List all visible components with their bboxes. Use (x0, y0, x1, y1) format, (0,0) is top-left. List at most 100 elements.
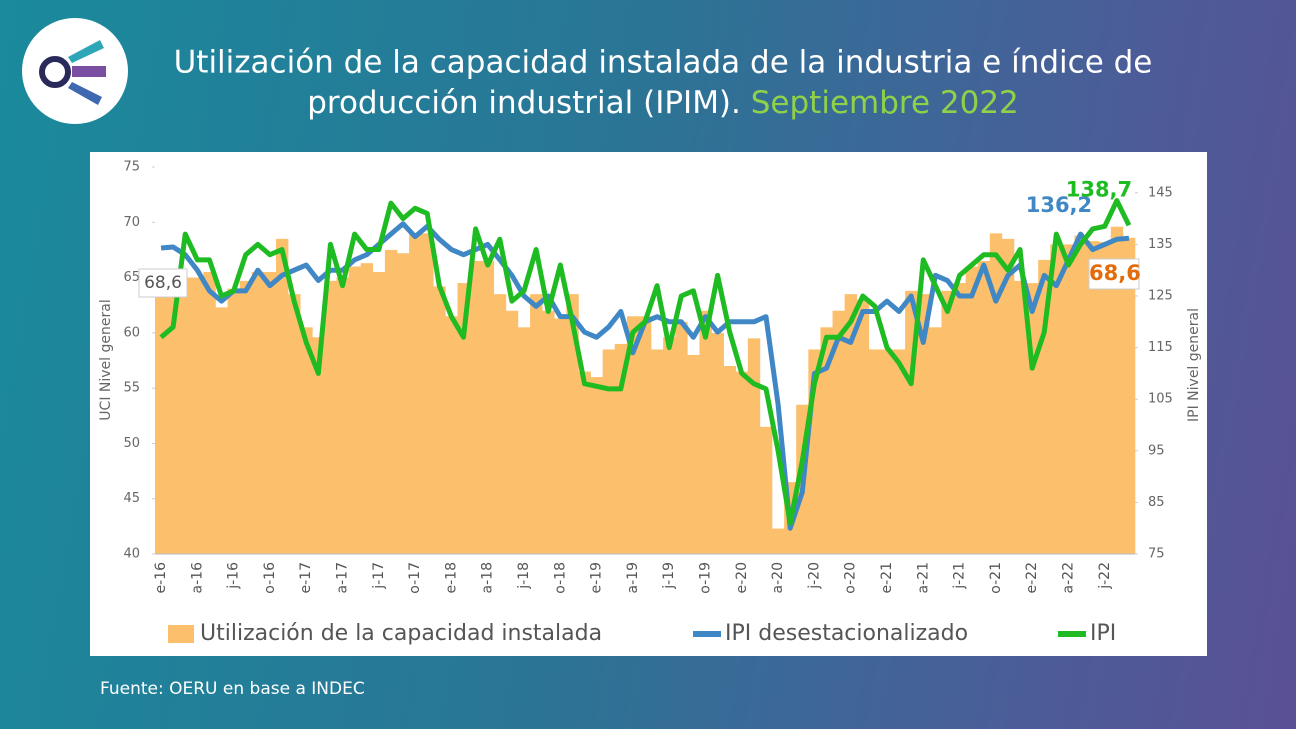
bar (179, 277, 192, 554)
bar (155, 297, 168, 554)
y-tick-label: 75 (123, 160, 140, 175)
bar (1110, 226, 1124, 555)
bar (1122, 237, 1136, 554)
bar (747, 338, 761, 554)
x-tick-label: e-22 (1024, 562, 1040, 593)
bar (578, 371, 591, 554)
bar (348, 266, 361, 554)
x-tick-label: a-18 (480, 562, 496, 593)
x-tick-label: o-19 (697, 562, 713, 594)
value-label: 138,7 (1066, 177, 1132, 201)
bar (203, 272, 216, 554)
x-tick-label: a-16 (189, 562, 205, 594)
x-tick-label: a-22 (1060, 562, 1076, 593)
y-tick-label: 45 (123, 491, 140, 506)
bar (288, 294, 301, 554)
bar (638, 316, 652, 554)
bar (324, 280, 337, 554)
x-tick-label: o-20 (843, 562, 859, 594)
bar (312, 337, 325, 554)
bar (856, 299, 870, 554)
chart-title-highlight: Septiembre 2022 (751, 85, 1019, 121)
bar (554, 318, 567, 554)
bar (1086, 241, 1100, 554)
y-tick-label: 40 (123, 547, 140, 562)
bar (989, 233, 1003, 555)
bar (396, 253, 410, 554)
bar (566, 294, 579, 554)
y2-tick-label: 145 (1148, 185, 1173, 200)
bar (384, 249, 398, 554)
bar (651, 349, 664, 554)
bar (336, 277, 349, 554)
bar (711, 332, 724, 554)
bar (457, 283, 470, 554)
bar (481, 260, 495, 554)
bar (602, 349, 616, 554)
bar (409, 233, 422, 555)
x-tick-label: e-17 (298, 562, 314, 593)
annotation-box (138, 268, 188, 298)
x-tick-label: j-21 (952, 562, 968, 590)
bar (820, 327, 833, 554)
bar (663, 337, 676, 554)
y2-tick-label: 115 (1148, 340, 1173, 355)
x-tick-label: j-22 (1097, 562, 1113, 590)
x-tick-label: a-21 (915, 562, 931, 593)
bar (1014, 280, 1027, 554)
y2-tick-label: 85 (1148, 495, 1165, 510)
bar (469, 260, 482, 554)
x-tick-label: a-17 (335, 562, 351, 593)
bar (590, 377, 603, 554)
x-tick-label: j-16 (226, 562, 242, 590)
bar (699, 310, 712, 554)
y-tick-label: 55 (123, 381, 140, 396)
x-tick-label: o-16 (262, 562, 278, 594)
value-label: 68,6 (1089, 261, 1141, 285)
bar (977, 260, 991, 554)
x-tick-label: a-20 (770, 562, 786, 593)
y2-tick-label: 95 (1148, 443, 1165, 458)
y-tick-label: 70 (123, 215, 140, 230)
bar (953, 283, 966, 554)
x-tick-label: o-18 (552, 562, 568, 594)
bar (251, 272, 265, 554)
y2-axis-title: IPI Nivel general (1186, 308, 1202, 422)
annotation: 68,6 (144, 273, 182, 293)
bar (517, 327, 531, 554)
bar (723, 366, 737, 554)
bar (941, 290, 954, 554)
bar (868, 349, 882, 554)
value-label-box (1088, 258, 1140, 290)
y-tick-label: 50 (123, 436, 140, 451)
bar (917, 294, 930, 554)
bar (832, 310, 845, 554)
bar (372, 272, 386, 554)
chart-title: Utilización de la capacidad instalada de… (174, 45, 1153, 81)
bar (167, 277, 180, 554)
bar (530, 294, 543, 554)
logo (22, 18, 128, 124)
bar (493, 294, 507, 554)
y2-tick-label: 75 (1148, 547, 1165, 562)
bar (360, 263, 374, 554)
x-tick-label: e-18 (443, 562, 459, 593)
bar (844, 294, 858, 554)
y2-tick-label: 125 (1148, 289, 1173, 304)
bar (215, 307, 228, 554)
bar (1050, 244, 1063, 554)
line (159, 198, 1132, 526)
y-tick-label: 60 (123, 325, 140, 340)
bar (1098, 242, 1112, 554)
x-tick-label: j-18 (516, 562, 532, 590)
value-label: 136,2 (1026, 193, 1092, 217)
bar (421, 233, 434, 555)
bar (687, 354, 700, 554)
x-tick-label: e-16 (153, 562, 169, 594)
bar (433, 286, 446, 554)
x-tick-label: o-17 (407, 562, 423, 594)
x-tick-label: e-20 (734, 562, 750, 593)
bar (445, 316, 458, 554)
